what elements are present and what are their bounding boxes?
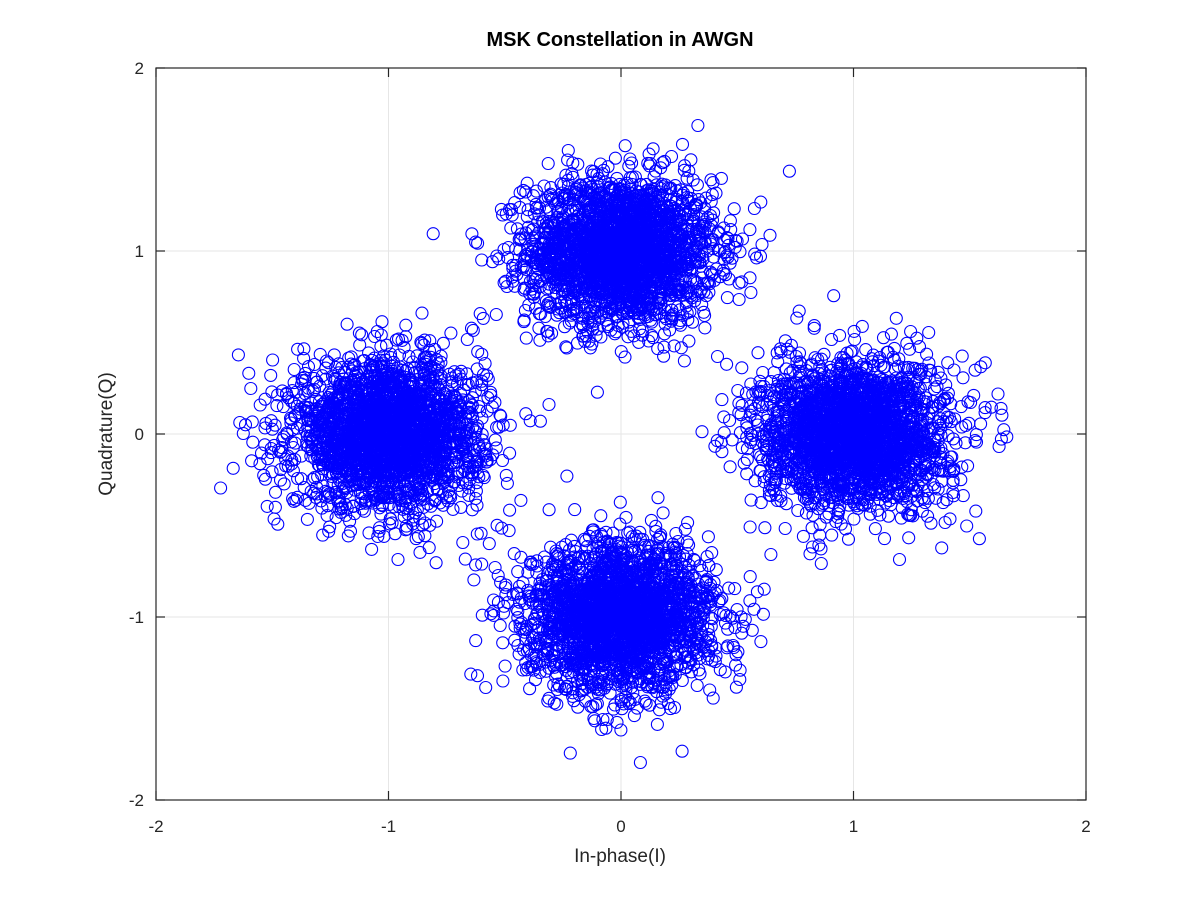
figure-background [0, 0, 1200, 900]
